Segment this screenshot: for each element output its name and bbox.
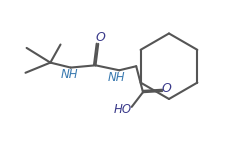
Text: NH: NH: [108, 71, 126, 84]
Text: O: O: [95, 31, 106, 44]
Text: HO: HO: [113, 103, 132, 116]
Text: NH: NH: [61, 68, 78, 81]
Text: O: O: [162, 82, 172, 95]
